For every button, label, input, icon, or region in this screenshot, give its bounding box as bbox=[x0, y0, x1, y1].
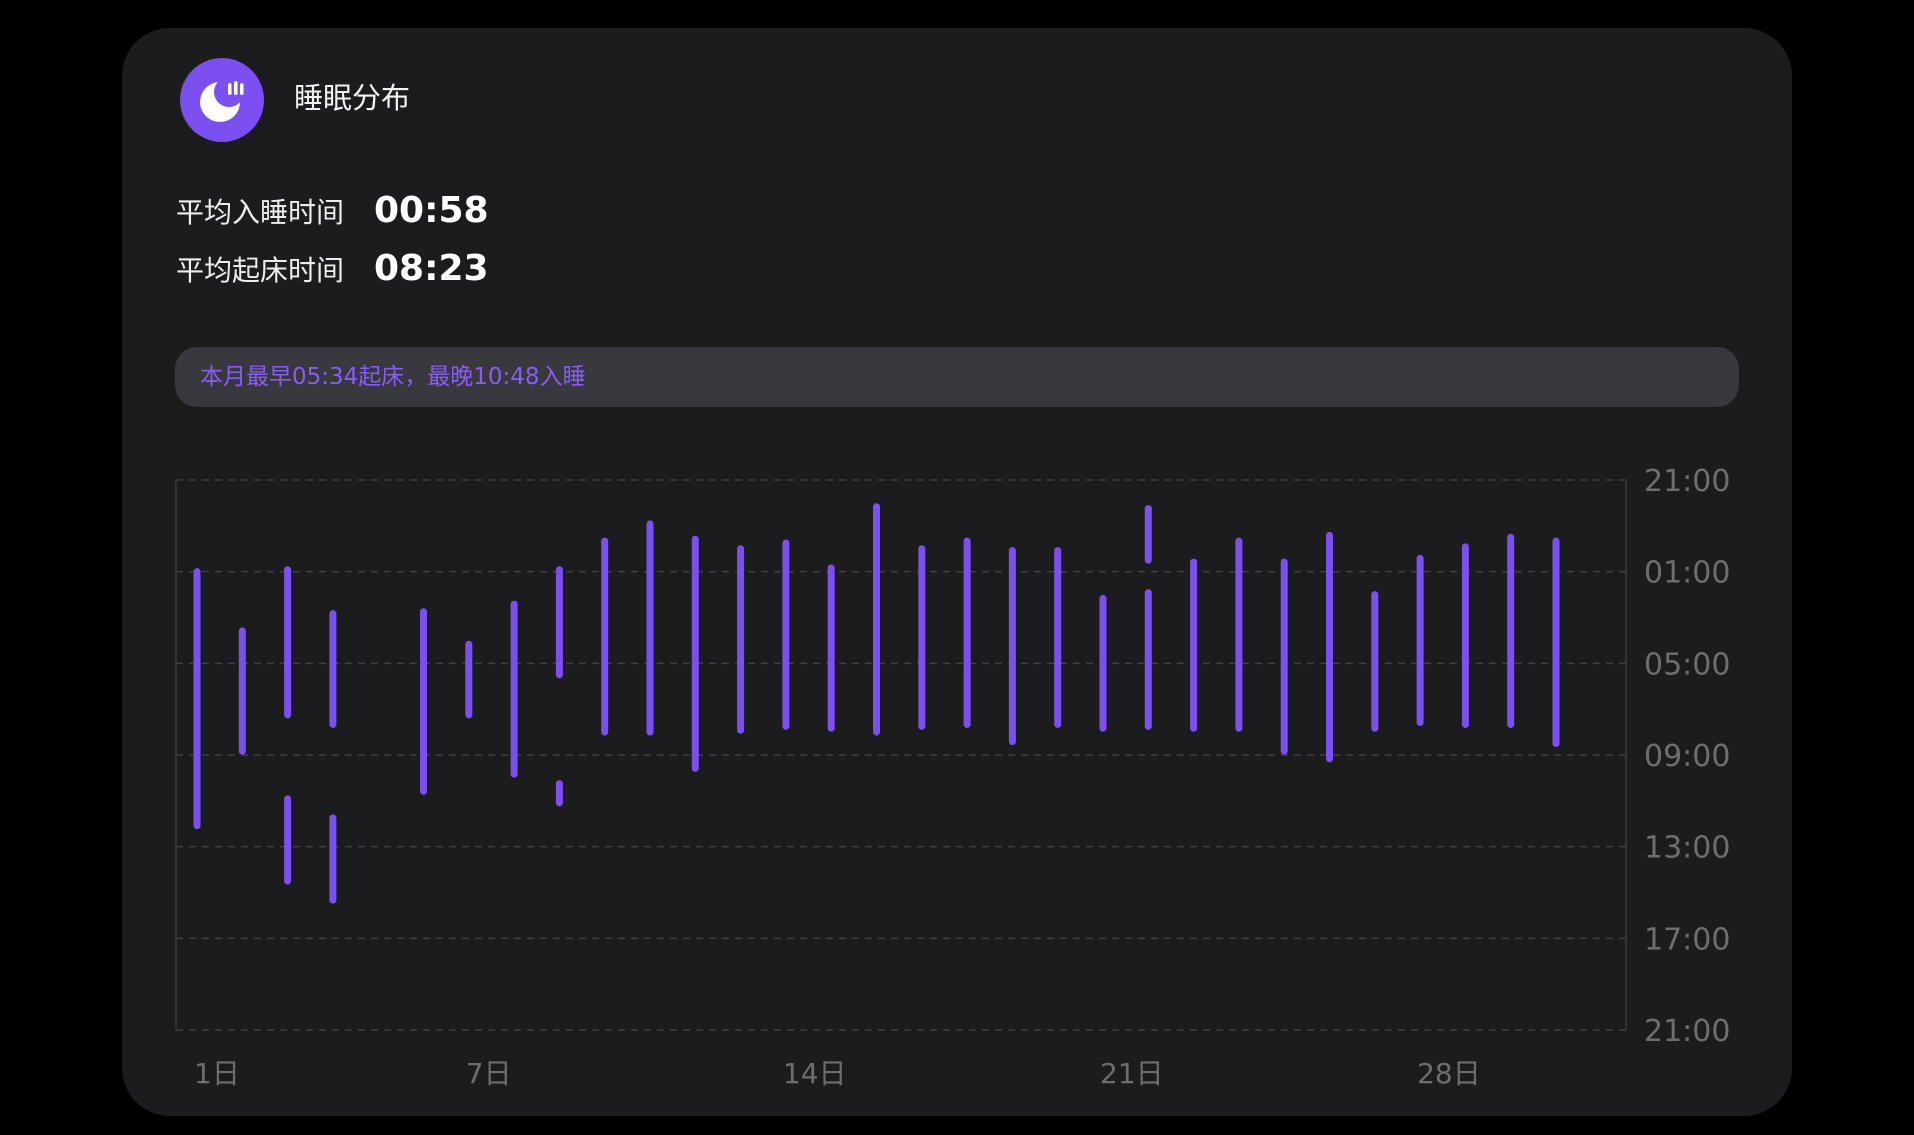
y-tick-label: 17:00 bbox=[1644, 922, 1730, 957]
avg-sleep-time-label: 平均入睡时间 bbox=[176, 196, 345, 229]
y-tick-label: 21:00 bbox=[1644, 464, 1730, 499]
monthly-summary-banner: 本月最早05:34起床，最晚10:48入睡 bbox=[175, 347, 1739, 407]
x-tick-label: 14日 bbox=[783, 1057, 847, 1090]
x-tick-label: 1日 bbox=[194, 1057, 240, 1090]
moon-sleep-icon bbox=[180, 58, 264, 142]
monthly-summary-text: 本月最早05:34起床，最晚10:48入睡 bbox=[200, 364, 586, 390]
y-tick-label: 01:00 bbox=[1644, 556, 1730, 591]
avg-wake-time-value: 08:23 bbox=[374, 248, 489, 289]
y-tick-label: 21:00 bbox=[1644, 1014, 1730, 1049]
x-tick-label: 7日 bbox=[466, 1057, 512, 1090]
card-title: 睡眠分布 bbox=[294, 81, 411, 115]
y-tick-label: 05:00 bbox=[1644, 647, 1730, 682]
avg-wake-time-row: 平均起床时间 08:23 bbox=[176, 248, 489, 294]
avg-wake-time-label: 平均起床时间 bbox=[176, 254, 345, 287]
avg-sleep-time-row: 平均入睡时间 00:58 bbox=[176, 190, 489, 236]
x-tick-label: 28日 bbox=[1417, 1057, 1481, 1090]
y-tick-label: 13:00 bbox=[1644, 831, 1730, 866]
x-tick-label: 21日 bbox=[1100, 1057, 1164, 1090]
y-tick-label: 09:00 bbox=[1644, 739, 1730, 774]
avg-sleep-time-value: 00:58 bbox=[374, 190, 489, 231]
